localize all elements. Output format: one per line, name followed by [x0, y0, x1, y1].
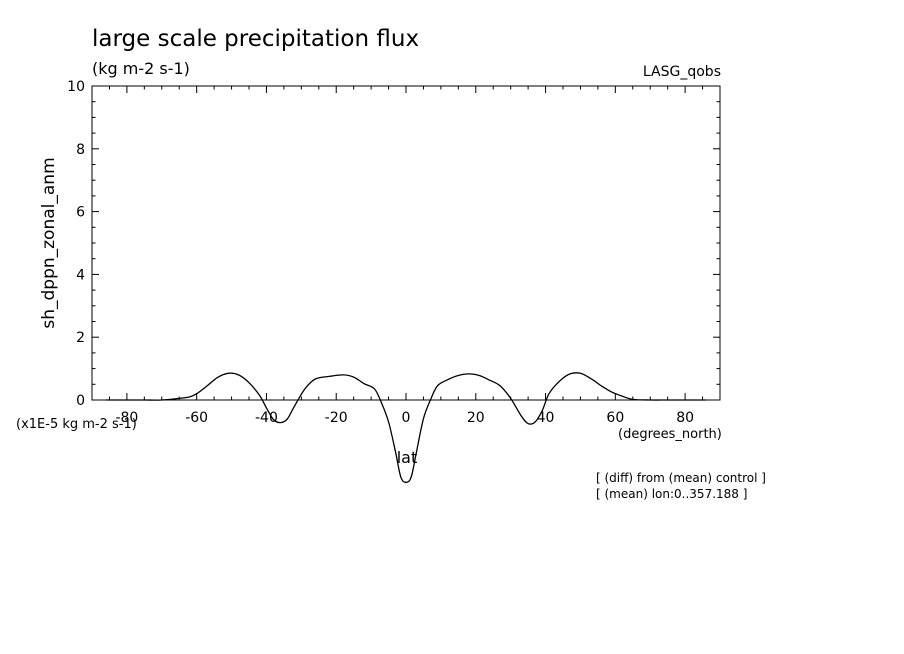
y-tick-label: 4	[76, 267, 85, 283]
x-tick-label: 40	[537, 410, 555, 426]
x-tick-label: -40	[255, 410, 278, 426]
note-diff: [ (diff) from (mean) control ]	[596, 471, 766, 485]
chart-title: large scale precipitation flux	[92, 26, 419, 52]
y-tick-label: 8	[76, 142, 85, 158]
x-tick-label: 60	[606, 410, 624, 426]
axis-ticks	[92, 85, 720, 401]
chart-subtitle: (kg m-2 s-1)	[92, 59, 190, 78]
note-mean: [ (mean) lon:0..357.188 ]	[596, 487, 747, 501]
y-axis-label: sh_dppn_zonal_anm	[39, 157, 59, 328]
x-tick-label: -60	[185, 410, 208, 426]
series-line	[106, 372, 706, 483]
x-axis-units: (degrees_north)	[618, 427, 722, 442]
x-tick-label: 0	[402, 410, 411, 426]
y-axis-units: (x1E-5 kg m-2 s-1)	[16, 417, 137, 432]
y-tick-label: 10	[67, 79, 85, 95]
x-tick-label: -20	[325, 410, 348, 426]
y-tick-label: 2	[76, 330, 85, 346]
y-tick-label: 0	[76, 393, 85, 409]
x-tick-label: -80	[115, 410, 138, 426]
tick-labels: -80 -60 -40 -20 0 20 40 60 80 0 2 4 6 8 10	[67, 79, 694, 426]
plot-frame	[91, 85, 721, 401]
dataset-label: LASG_qobs	[643, 64, 721, 80]
x-tick-label: 80	[676, 410, 694, 426]
x-axis-label: lat	[397, 448, 418, 467]
x-tick-label: 20	[467, 410, 485, 426]
y-tick-label: 6	[76, 205, 85, 221]
